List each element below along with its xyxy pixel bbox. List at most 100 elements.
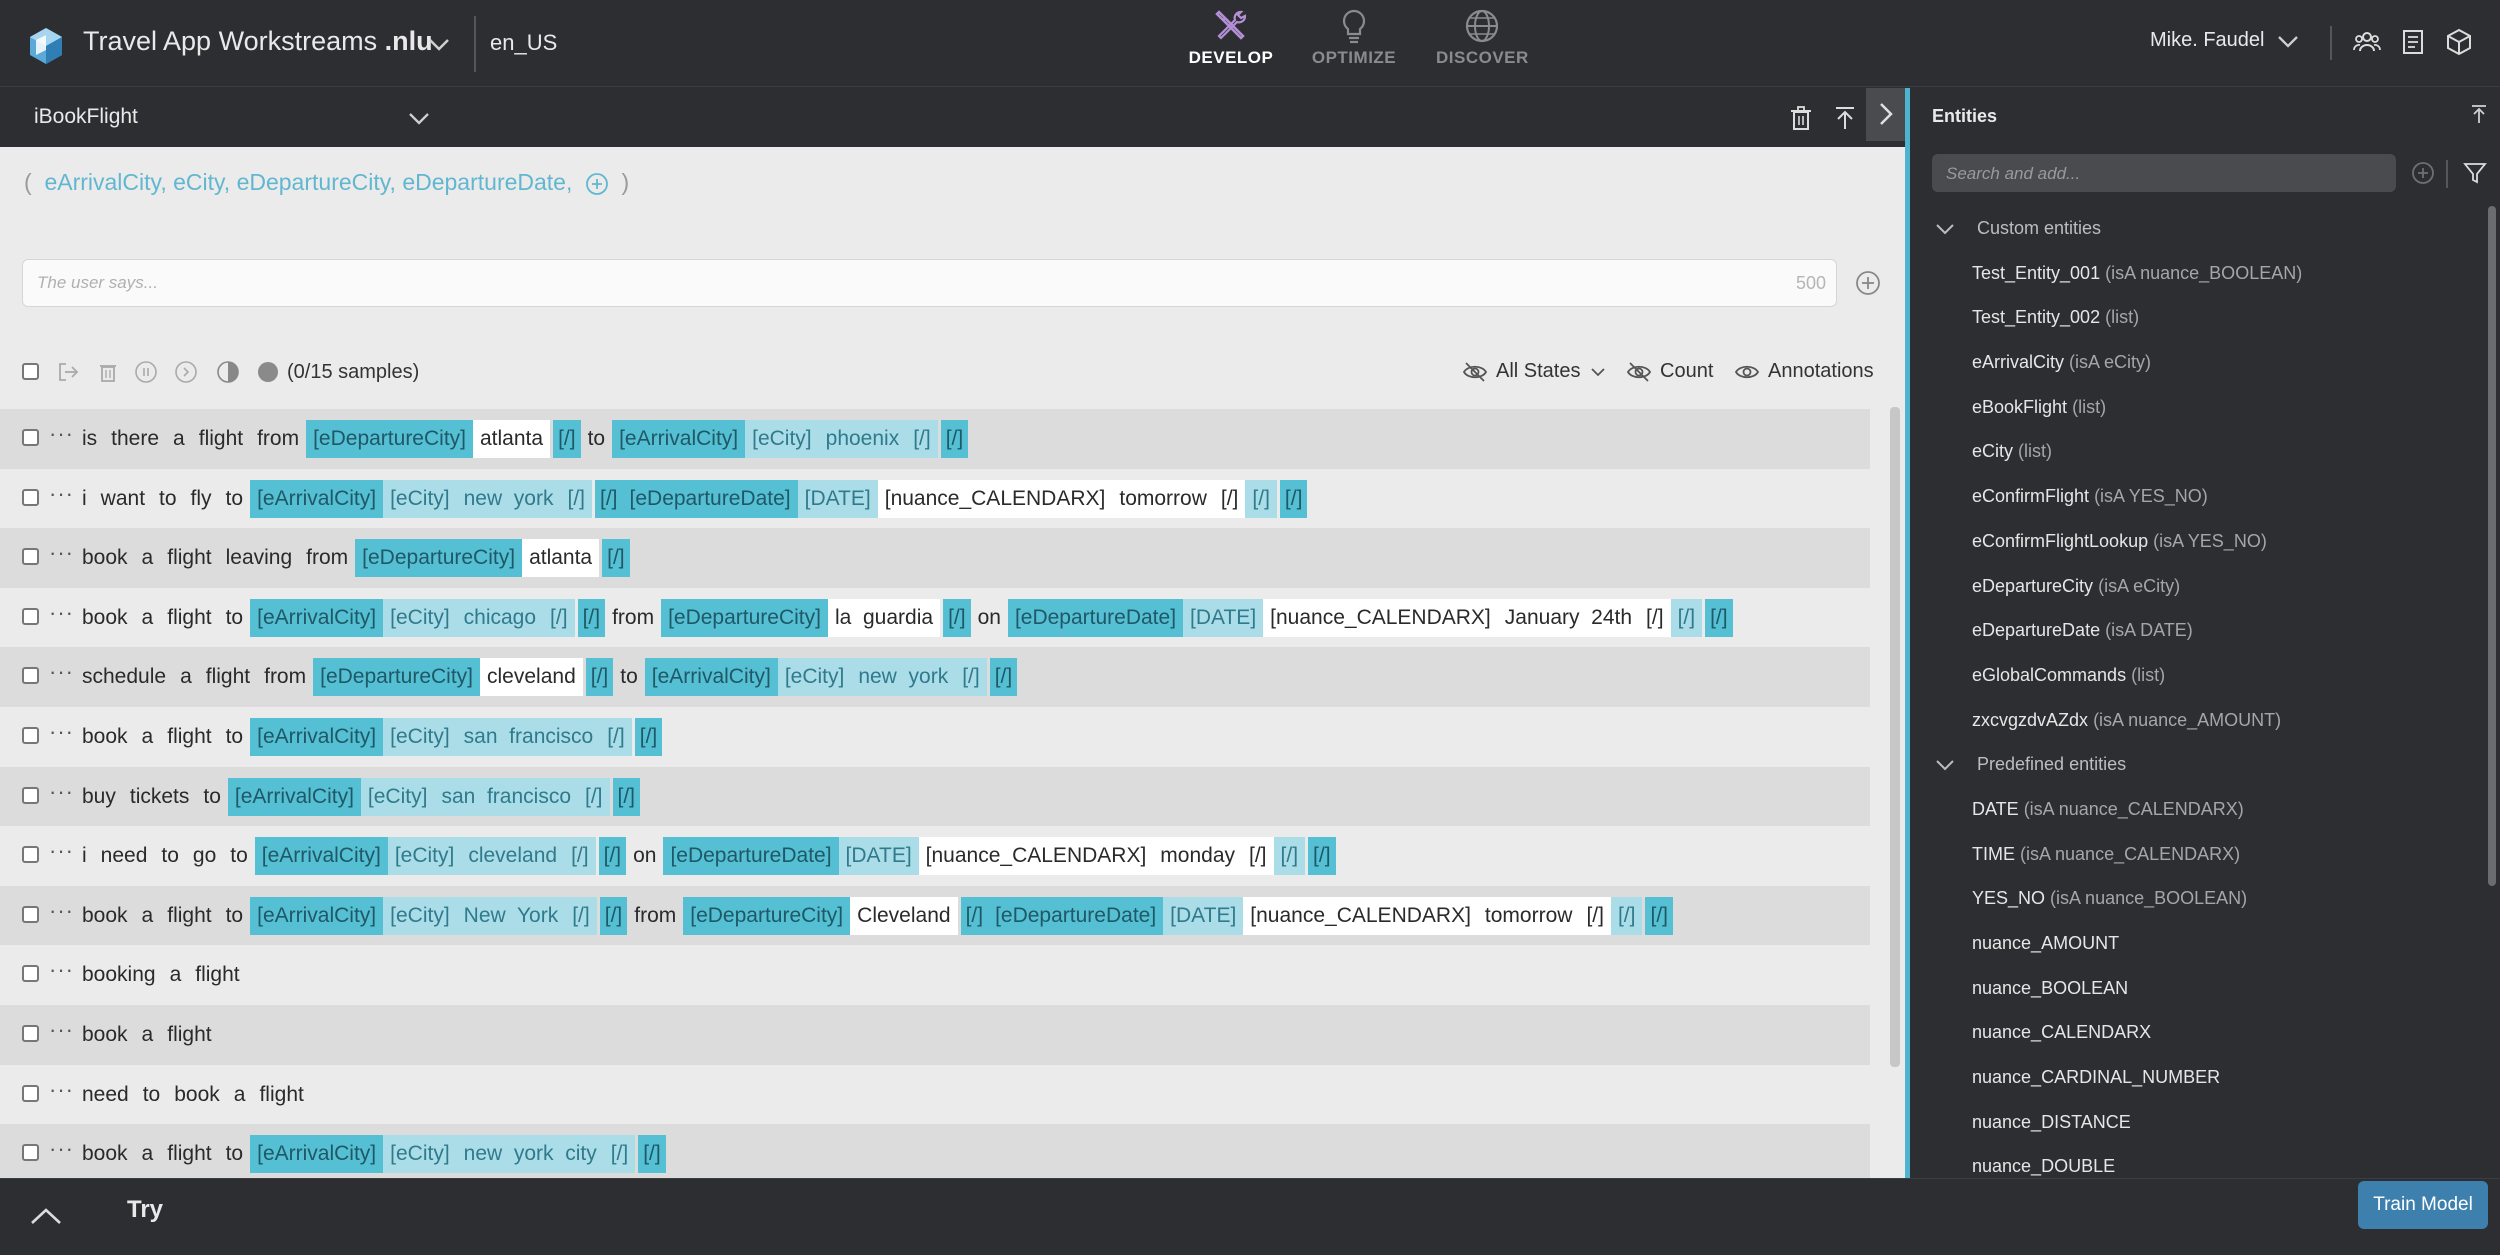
word-token[interactable]: a — [141, 605, 154, 629]
annotation-token[interactable]: cleveland — [480, 658, 583, 697]
annotation-token[interactable]: [eCity] — [383, 1135, 457, 1174]
word-token[interactable]: a — [141, 1022, 154, 1046]
annotation-token[interactable]: [eCity] — [360, 777, 435, 816]
team-icon[interactable] — [2352, 27, 2382, 57]
annotation-token[interactable]: Cleveland — [850, 896, 958, 935]
annotation-token[interactable]: [/] — [600, 717, 632, 756]
entity-item[interactable]: nuance_BOOLEAN — [1910, 966, 2485, 1011]
word-token[interactable]: book — [82, 546, 128, 570]
annotation-token[interactable]: new york — [851, 658, 956, 697]
entity-group-header[interactable]: Custom entities — [1910, 206, 2485, 251]
word-token[interactable]: flight — [167, 1142, 212, 1166]
word-token[interactable]: i — [82, 486, 87, 510]
sample-row[interactable]: ··· book a flight to [eArrivalCity] [eCity] chi… — [0, 588, 1870, 648]
word-token[interactable]: a — [141, 1142, 154, 1166]
annotation-token[interactable]: [/] — [1213, 479, 1246, 518]
sample-checkbox[interactable] — [22, 786, 39, 804]
annotation-token[interactable]: [nuance_CALENDARX] — [918, 837, 1154, 876]
annotation-token[interactable]: [/] — [543, 598, 575, 637]
word-token[interactable]: there — [111, 427, 160, 450]
annotation-token[interactable]: [eCity] — [383, 479, 457, 518]
filter-icon[interactable] — [2462, 160, 2488, 186]
annotation-token[interactable]: [DATE] — [797, 479, 878, 518]
word-token[interactable]: flight — [167, 1022, 212, 1046]
train-model-button[interactable]: Train Model — [2358, 1181, 2488, 1229]
annotation-token[interactable]: cleveland — [461, 837, 565, 876]
sample-row[interactable]: ··· is there a flight from [eDepartureCity] atl… — [0, 409, 1870, 469]
utterance-input[interactable] — [23, 260, 1739, 306]
entity-item[interactable]: TIME (isA nuance_CALENDARX) — [1910, 832, 2485, 877]
sample-checkbox[interactable] — [22, 1024, 39, 1042]
annotation-token[interactable]: [/] — [943, 598, 971, 637]
annotation-token[interactable]: [eCity] — [777, 658, 852, 697]
trash-icon[interactable] — [96, 360, 120, 384]
annotation-token[interactable]: [eArrivalCity] — [227, 777, 361, 816]
annotation-token[interactable]: [/] — [1308, 837, 1336, 876]
locale-selector[interactable]: en_US — [490, 30, 558, 55]
annotation-token[interactable]: [eArrivalCity] — [250, 1135, 384, 1174]
count-toggle[interactable]: Count — [1626, 360, 1713, 383]
annotation-token[interactable]: [eDepartureDate] — [622, 479, 798, 518]
entity-item[interactable]: eConfirmFlight (isA YES_NO) — [1910, 474, 2485, 519]
entity-group-header[interactable]: Predefined entities — [1910, 742, 2485, 787]
word-token[interactable]: to — [159, 486, 177, 510]
annotation-token[interactable]: [/] — [599, 896, 628, 935]
sample-checkbox[interactable] — [22, 846, 39, 864]
annotation-token[interactable]: [/] — [1705, 598, 1733, 637]
word-token[interactable]: a — [180, 665, 192, 689]
annotation-token[interactable]: [eArrivalCity] — [612, 420, 746, 458]
entity-item[interactable]: nuance_DOUBLE — [1910, 1144, 2485, 1189]
entity-item[interactable]: nuance_CALENDARX — [1910, 1010, 2485, 1055]
trash-icon[interactable] — [1786, 103, 1816, 133]
annotation-token[interactable]: [/] — [1670, 598, 1703, 637]
sample-row[interactable]: ··· buy tickets to [eArrivalCity] [eCity] san … — [0, 766, 1870, 827]
entity-item[interactable]: eGlobalCommands (list) — [1910, 653, 2485, 698]
annotation-token[interactable]: atlanta — [522, 539, 600, 578]
status-dot-icon[interactable] — [256, 360, 280, 384]
word-token[interactable]: want — [100, 486, 146, 510]
sample-checkbox[interactable] — [22, 965, 39, 983]
entity-item[interactable]: eDepartureCity (isA eCity) — [1910, 564, 2485, 609]
entity-item[interactable]: nuance_CARDINAL_NUMBER — [1910, 1055, 2485, 1100]
annotation-token[interactable]: [eDepartureDate] — [1007, 598, 1184, 637]
word-token[interactable]: flight — [205, 665, 251, 689]
sample-row[interactable]: ··· book a flight — [0, 1004, 1870, 1065]
word-token[interactable]: book — [82, 903, 128, 927]
annotation-token[interactable]: [nuance_CALENDARX] — [877, 479, 1113, 518]
word-token[interactable]: from — [257, 427, 300, 450]
user-menu[interactable]: Mike. Faudel — [2150, 29, 2265, 51]
annotation-token[interactable]: [eArrivalCity] — [250, 598, 384, 637]
pause-icon[interactable] — [134, 360, 158, 384]
entity-search-input[interactable] — [1932, 154, 2388, 194]
more-options-icon[interactable]: ··· — [49, 718, 74, 744]
annotation-token[interactable]: [/] — [598, 837, 627, 876]
annotation-token[interactable]: [eDepartureCity] — [683, 896, 851, 935]
contrast-icon[interactable] — [216, 360, 240, 384]
annotation-token[interactable]: tomorrow — [1477, 896, 1580, 935]
word-token[interactable]: is — [82, 427, 98, 450]
entity-item[interactable]: eCity (list) — [1910, 429, 2485, 474]
play-icon[interactable] — [174, 360, 198, 384]
word-token[interactable]: from — [634, 903, 677, 927]
states-filter[interactable]: All States — [1462, 360, 1616, 383]
entity-list-scrollbar[interactable] — [2488, 206, 2496, 886]
word-token[interactable]: to — [161, 844, 179, 868]
entity-item[interactable]: Test_Entity_002 (list) — [1910, 295, 2485, 340]
annotation-token[interactable]: [/] — [1639, 598, 1671, 637]
annotation-token[interactable]: [/] — [906, 420, 938, 458]
annotation-token[interactable]: [eCity] — [383, 896, 457, 935]
word-token[interactable]: to — [225, 1142, 244, 1166]
book-icon[interactable] — [2398, 27, 2428, 57]
annotation-token[interactable]: [eArrivalCity] — [644, 658, 778, 697]
sample-row[interactable]: ··· i want to fly to [eArrivalCity] [eCity] new … — [0, 469, 1870, 529]
sample-checkbox[interactable] — [22, 429, 39, 446]
annotation-token[interactable]: la guardia — [827, 598, 941, 637]
sample-row[interactable]: ··· book a flight leaving from [eDepartureCity… — [0, 528, 1870, 588]
annotation-token[interactable]: tomorrow — [1112, 479, 1214, 518]
entity-item[interactable]: eArrivalCity (isA eCity) — [1910, 340, 2485, 385]
annotation-token[interactable]: [/] — [578, 777, 610, 816]
annotation-token[interactable]: [/] — [989, 658, 1018, 697]
chevron-down-icon[interactable] — [405, 104, 433, 132]
annotation-token[interactable]: [/] — [1245, 479, 1277, 518]
word-token[interactable]: book — [174, 1082, 220, 1106]
